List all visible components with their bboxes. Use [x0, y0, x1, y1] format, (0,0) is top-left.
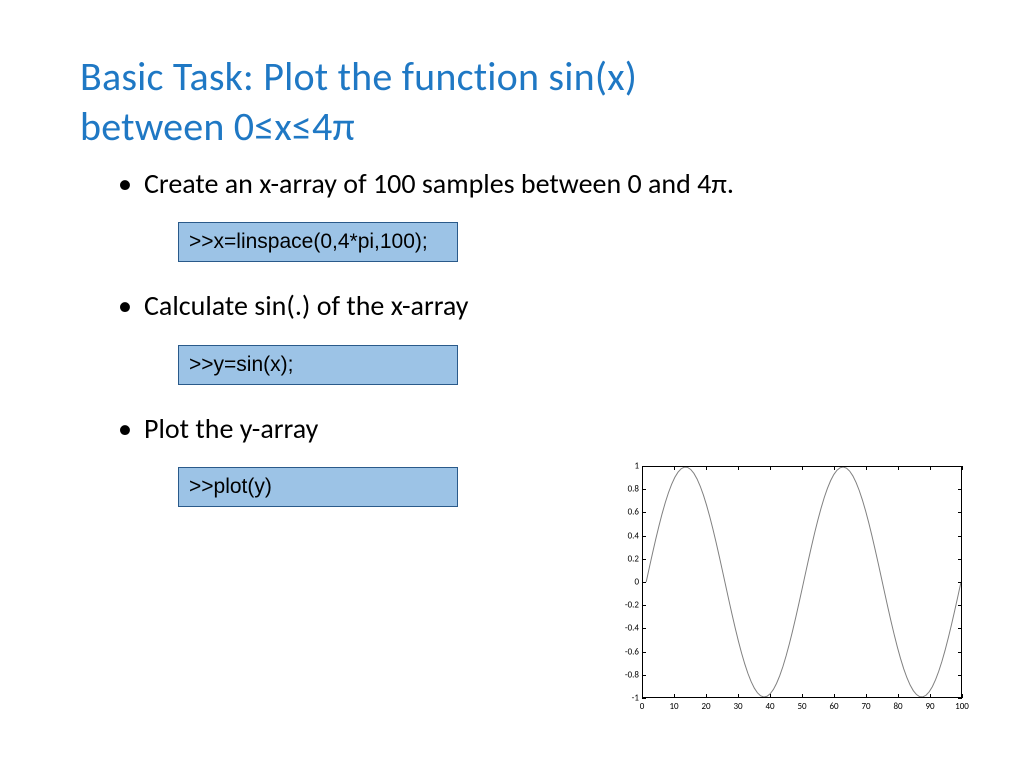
xtick-label: 90: [925, 701, 934, 712]
xtick-label: 20: [701, 701, 710, 712]
xtick-label: 40: [765, 701, 774, 712]
xtick-label: 100: [955, 701, 969, 712]
xtick-label: 30: [733, 701, 742, 712]
code-box-3: >>plot(y): [178, 467, 458, 507]
ytick-label: 0.8: [609, 484, 639, 495]
code-box-1: >>x=linspace(0,4*pi,100);: [178, 222, 458, 262]
ytick-label: 0.4: [609, 530, 639, 541]
xtick-label: 80: [893, 701, 902, 712]
xtick-label: 60: [829, 701, 838, 712]
code-text-3: >>plot(y): [189, 475, 272, 499]
sine-plot: -1-0.8-0.6-0.4-0.200.20.40.60.8101020304…: [604, 461, 969, 713]
bullet-1: Create an x-array of 100 samples between…: [118, 166, 949, 202]
bullet-2: Calculate sin(.) of the x-array: [118, 288, 949, 324]
sine-curve: [643, 467, 961, 697]
ytick-label: 1: [609, 461, 639, 472]
title-line-1: Basic Task: Plot the function sin(x): [80, 52, 637, 101]
slide-title: Basic Task: Plot the function sin(x) bet…: [80, 52, 949, 152]
xtick-label: 50: [797, 701, 806, 712]
ytick-label: 0.2: [609, 553, 639, 564]
bullet-3: Plot the y-array: [118, 411, 949, 447]
ytick-label: -0.8: [609, 669, 639, 680]
ytick-label: -0.2: [609, 600, 639, 611]
ytick-label: 0: [609, 577, 639, 588]
xtick-label: 0: [640, 701, 645, 712]
slide: Basic Task: Plot the function sin(x) bet…: [0, 0, 1024, 768]
ytick-label: -1: [609, 693, 639, 704]
code-text-2: >>y=sin(x);: [189, 353, 293, 377]
bullet-list: Create an x-array of 100 samples between…: [80, 166, 949, 507]
ytick-label: -0.6: [609, 646, 639, 657]
code-text-1: >>x=linspace(0,4*pi,100);: [189, 230, 428, 254]
ytick-label: 0.6: [609, 507, 639, 518]
xtick-label: 70: [861, 701, 870, 712]
title-line-2: between 0≤x≤4π: [80, 102, 355, 151]
plot-axes-box: [642, 466, 962, 698]
code-box-2: >>y=sin(x);: [178, 345, 458, 385]
xtick-label: 10: [669, 701, 678, 712]
ytick-label: -0.4: [609, 623, 639, 634]
